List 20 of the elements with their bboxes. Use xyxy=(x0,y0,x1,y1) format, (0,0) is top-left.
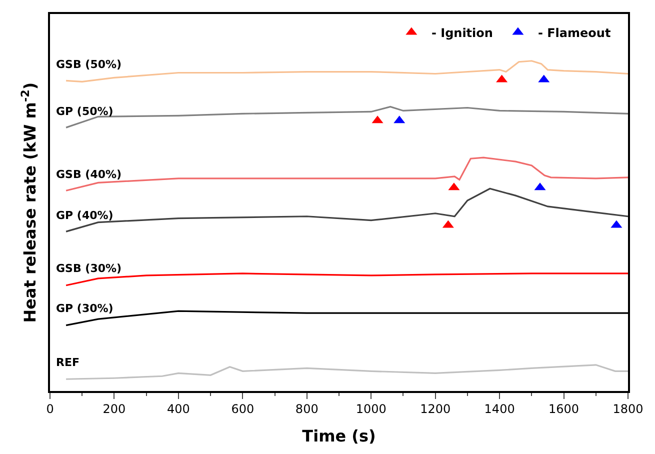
legend-label: - Ignition xyxy=(431,26,493,40)
x-tick-label: 1200 xyxy=(420,402,451,416)
x-tick-label: 1400 xyxy=(484,402,515,416)
x-axis-title: Time (s) xyxy=(302,426,376,446)
series-label: GSB (30%) xyxy=(56,262,122,275)
series-label: REF xyxy=(56,356,80,369)
x-tick-label: 1800 xyxy=(612,402,644,416)
legend-label: - Flameout xyxy=(538,26,611,40)
x-tick-label: 0 xyxy=(46,402,54,416)
series-label: GSB (50%) xyxy=(56,58,122,71)
x-tick-label: 800 xyxy=(295,402,318,416)
series-label: GSB (40%) xyxy=(56,168,122,181)
x-tick-label: 200 xyxy=(102,402,126,416)
x-tick-label: 600 xyxy=(231,402,254,416)
x-tick-label: 1600 xyxy=(548,402,580,416)
series-label: GP (50%) xyxy=(56,105,114,118)
series-label: GP (40%) xyxy=(56,209,114,222)
x-tick-label: 400 xyxy=(166,402,190,416)
series-label: GP (30%) xyxy=(56,302,114,315)
x-tick-label: 1000 xyxy=(356,402,386,416)
